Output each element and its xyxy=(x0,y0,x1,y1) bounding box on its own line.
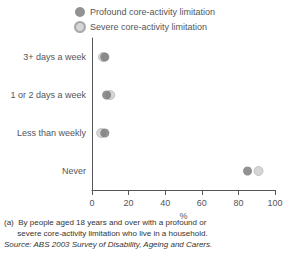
svg-text:(a) By people aged 18 years a: (a) By people aged 18 years and over wit… xyxy=(4,218,207,227)
svg-text:Severe core-activity limitatio: Severe core-activity limitation xyxy=(90,22,207,32)
svg-text:Less than weekly: Less than weekly xyxy=(17,128,87,138)
svg-text:40: 40 xyxy=(160,198,170,208)
svg-text:%: % xyxy=(179,211,187,221)
svg-text:80: 80 xyxy=(233,198,243,208)
svg-text:100: 100 xyxy=(267,198,282,208)
svg-text:Profound core-activity limitat: Profound core-activity limitation xyxy=(90,7,215,17)
svg-text:Never: Never xyxy=(62,166,86,176)
svg-text:0: 0 xyxy=(89,198,94,208)
svg-text:1 or 2 days a week: 1 or 2 days a week xyxy=(10,90,86,100)
svg-text:20: 20 xyxy=(124,198,134,208)
svg-text:severe core-activity limitatio: severe core-activity limitation who live… xyxy=(4,229,208,238)
svg-text:60: 60 xyxy=(197,198,207,208)
svg-text:3+ days a week: 3+ days a week xyxy=(23,52,86,62)
svg-text:Source: ABS 2003 Survey of Dis: Source: ABS 2003 Survey of Disability, A… xyxy=(4,240,212,249)
